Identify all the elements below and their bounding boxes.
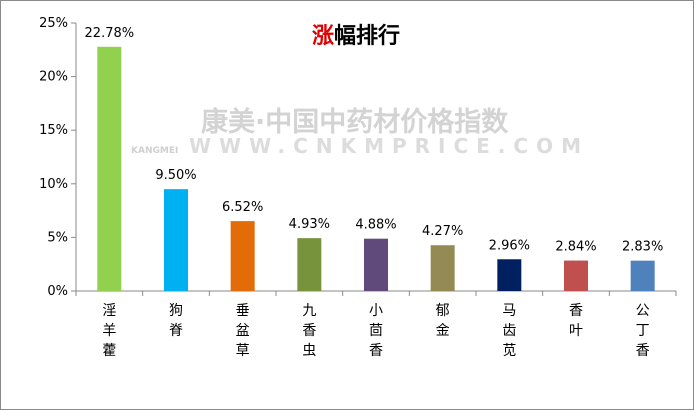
category-label: 郁金 bbox=[436, 303, 450, 339]
y-tick-label: 25% bbox=[39, 16, 68, 31]
data-label: 6.52% bbox=[222, 200, 263, 215]
data-label: 9.50% bbox=[155, 168, 196, 183]
category-label: 马齿苋 bbox=[502, 303, 516, 359]
chart-title-accent: 涨 bbox=[312, 24, 334, 49]
bar bbox=[430, 245, 455, 291]
category-label: 垂盆草 bbox=[236, 303, 250, 359]
data-label: 2.83% bbox=[622, 240, 663, 255]
bar bbox=[164, 189, 188, 291]
y-tick-label: 5% bbox=[47, 230, 68, 245]
y-tick-label: 0% bbox=[47, 284, 68, 299]
labels: 22.78% 淫羊藿 9.50% 狗脊 6.52% 垂盆草 4.93% 九香虫 4.88% 小茴香… bbox=[85, 26, 664, 359]
y-tick-label: 10% bbox=[39, 177, 68, 192]
watermark-brand-cn: 康美·中国中药材价格指数 bbox=[201, 106, 509, 138]
bar bbox=[630, 260, 655, 291]
bar bbox=[297, 238, 322, 291]
watermark-url: WWW.CNKMPRICE.COM bbox=[189, 134, 589, 158]
bar bbox=[564, 260, 588, 291]
y-tick-label: 20% bbox=[39, 70, 68, 85]
chart-title: 涨幅排行 bbox=[312, 23, 400, 49]
bar bbox=[364, 238, 388, 291]
category-label: 狗脊 bbox=[169, 303, 183, 339]
category-label: 淫羊藿 bbox=[102, 303, 116, 359]
data-label: 4.88% bbox=[355, 218, 396, 233]
watermark-brand-en: KANGMEI bbox=[131, 146, 178, 156]
data-label: 2.84% bbox=[555, 240, 596, 255]
category-label: 香叶 bbox=[569, 303, 583, 339]
bar bbox=[230, 221, 255, 291]
bar bbox=[497, 259, 522, 291]
y-tick-label: 15% bbox=[39, 123, 68, 138]
category-label: 九香虫 bbox=[302, 303, 316, 359]
bar bbox=[97, 46, 122, 291]
bars bbox=[97, 46, 655, 291]
data-label: 4.27% bbox=[422, 224, 463, 239]
category-label: 小茴香 bbox=[369, 303, 383, 359]
data-label: 4.93% bbox=[289, 217, 330, 232]
data-label: 2.96% bbox=[489, 238, 530, 253]
data-label: 22.78% bbox=[85, 26, 135, 41]
chart-title-rest: 幅排行 bbox=[334, 23, 400, 49]
watermark: 康美·中国中药材价格指数 KANGMEI WWW.CNKMPRICE.COM bbox=[131, 106, 589, 158]
category-label: 公丁香 bbox=[636, 303, 650, 359]
